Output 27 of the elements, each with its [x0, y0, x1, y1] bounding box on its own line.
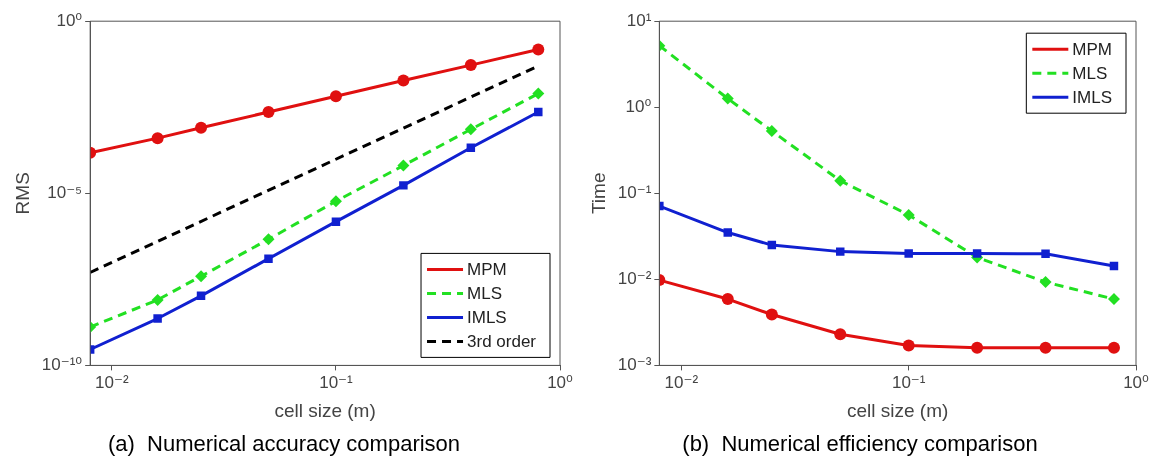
y-tick-label: 10⁻⁵ [47, 182, 83, 202]
x-tick-label: 10⁰ [1123, 373, 1150, 393]
y-tick-label: 10⁻³ [617, 355, 652, 375]
y-tick-label: 10⁻¹⁰ [41, 355, 83, 375]
text: (a) Numerical accuracy comparison [107, 430, 461, 456]
text: (b) Numerical efficiency comparison [682, 430, 1038, 456]
legend-label: IMLS [467, 308, 507, 328]
x-axis-title: cell size (m) [847, 400, 949, 422]
x-axis-title: cell size (m) [274, 400, 376, 422]
legend-label: MLS [1072, 63, 1108, 83]
legend-label: IMLS [1072, 87, 1113, 107]
y-axis-title: RMS [11, 172, 33, 215]
y-axis-title: Time [587, 172, 609, 215]
legend-label: 3rd order [467, 332, 537, 352]
x-tick-label: 10⁻¹ [891, 373, 926, 393]
legend-label: MPM [1072, 39, 1112, 59]
y-tick-label: 10⁰ [625, 96, 652, 116]
y-tick-label: 10⁰ [56, 10, 83, 30]
x-tick-label: 10⁰ [547, 373, 574, 393]
x-tick-label: 10⁻² [664, 373, 699, 393]
x-tick-label: 10⁻² [95, 373, 129, 393]
x-tick-label: 10⁻¹ [319, 373, 354, 393]
y-tick-label: 10⁻² [617, 269, 652, 289]
y-tick-label: 10¹ [626, 10, 652, 30]
y-tick-label: 10⁻¹ [617, 182, 652, 202]
legend-label: MLS [467, 284, 502, 304]
legend-label: MPM [467, 260, 507, 280]
